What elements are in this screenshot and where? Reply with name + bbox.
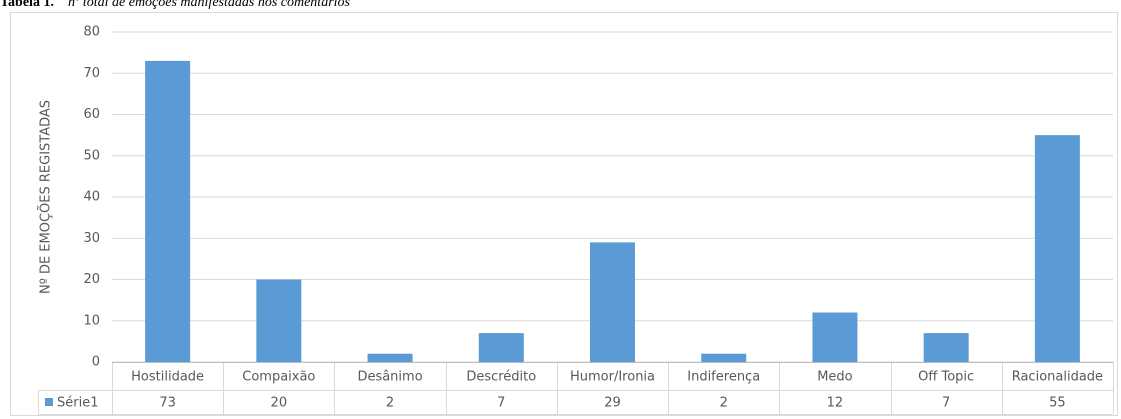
- table-value: 29: [604, 396, 621, 411]
- bar: [1034, 135, 1080, 362]
- x-tick-label: Humor/Ironia: [570, 370, 655, 385]
- bar: [590, 242, 635, 362]
- bar: [701, 353, 747, 362]
- bar: [478, 333, 524, 362]
- table-value: 12: [827, 396, 844, 411]
- table-value: 7: [942, 396, 950, 411]
- table-value: 2: [386, 396, 394, 411]
- table-value: 7: [497, 396, 505, 411]
- table-value: 20: [271, 396, 288, 411]
- caption-text: nº total de emoções manifestadas nos com…: [68, 0, 351, 10]
- bar: [812, 312, 858, 362]
- bar: [256, 279, 302, 362]
- bar: [923, 333, 969, 362]
- legend-label: Série1: [57, 396, 98, 411]
- y-tick-label: 30: [83, 231, 100, 246]
- y-tick-label: 40: [83, 190, 100, 205]
- x-tick-label: Hostilidade: [131, 370, 204, 385]
- x-tick-label: Medo: [817, 370, 852, 385]
- x-tick-label: Compaixão: [242, 370, 315, 385]
- y-tick-label: 70: [83, 66, 100, 81]
- y-tick-label: 80: [83, 25, 100, 40]
- x-tick-label: Desânimo: [357, 370, 422, 385]
- chart-border: [10, 12, 1118, 416]
- table-value: 55: [1049, 396, 1066, 411]
- y-tick-label: 50: [83, 148, 100, 163]
- y-tick-label: 20: [83, 272, 100, 287]
- x-tick-label: Off Topic: [918, 370, 974, 385]
- x-tick-label: Indiferença: [687, 370, 760, 385]
- x-tick-label: Descrédito: [466, 370, 536, 385]
- y-axis-title: Nº DE EMOÇÕES REGISTADAS: [38, 100, 54, 294]
- bar: [145, 60, 191, 362]
- bar: [367, 353, 413, 362]
- y-tick-label: 10: [83, 313, 100, 328]
- caption-label: Tabela 1.: [0, 0, 54, 10]
- table-value: 2: [720, 396, 728, 411]
- y-tick-label: 0: [92, 355, 100, 370]
- legend-swatch: [45, 398, 53, 406]
- table-value: 73: [159, 396, 176, 411]
- x-tick-label: Racionalidade: [1012, 370, 1103, 385]
- y-tick-label: 60: [83, 107, 100, 122]
